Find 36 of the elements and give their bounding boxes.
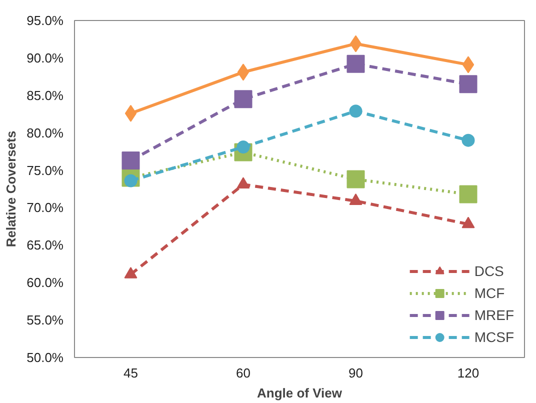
point: [459, 75, 478, 94]
y-tick-label: 90.0%: [26, 50, 64, 66]
y-tick-label: 55.0%: [26, 312, 64, 328]
legend-label: MCF: [474, 285, 505, 301]
y-tick-label: 60.0%: [26, 275, 64, 290]
point: [237, 64, 250, 81]
point: [346, 54, 365, 73]
y-tick-label: 85.0%: [26, 88, 64, 103]
point: [234, 90, 252, 108]
legend-label: DCS: [474, 263, 504, 279]
y-tick-label: 70.0%: [26, 200, 64, 216]
x-tick-label: 120: [457, 366, 480, 380]
legend-label: MREF: [474, 307, 514, 323]
point: [349, 194, 362, 205]
point: [236, 177, 250, 188]
x-tick-label: 90: [348, 366, 363, 380]
point: [349, 104, 362, 118]
point: [124, 104, 137, 122]
x-axis-title: Angle of View: [257, 386, 343, 400]
y-tick-label: 80.0%: [26, 125, 64, 140]
point: [350, 35, 362, 52]
y-tick-label: 95.0%: [26, 13, 64, 28]
x-tick-label: 60: [236, 366, 250, 380]
y-tick-label: 75.0%: [26, 162, 64, 178]
x-tick-label: 45: [124, 366, 138, 380]
y-tick-label: 50.0%: [26, 350, 64, 365]
point: [462, 134, 475, 147]
point: [124, 266, 138, 278]
y-axis-title: Relative Coversets: [4, 130, 19, 248]
legend-label: MCSF: [474, 329, 514, 345]
y-tick-label: 65.0%: [26, 238, 64, 253]
point: [122, 152, 140, 170]
point: [346, 170, 365, 188]
point: [459, 185, 478, 204]
point: [462, 216, 475, 228]
point: [462, 56, 474, 74]
